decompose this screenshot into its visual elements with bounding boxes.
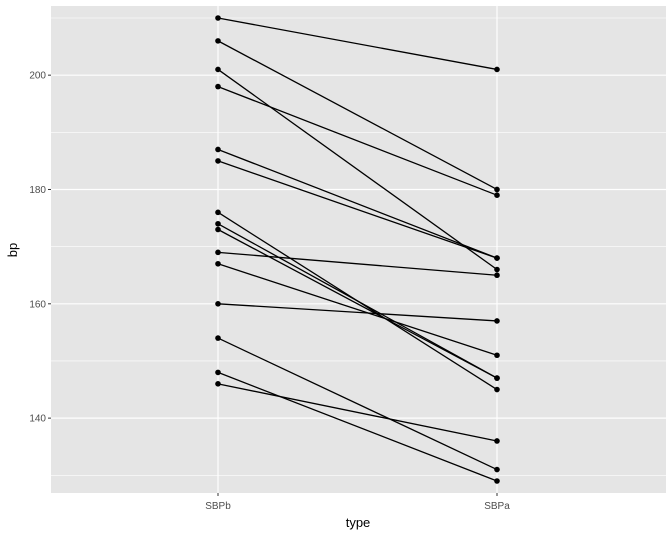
x-axis-title: type <box>346 515 371 530</box>
series-line <box>217 17 498 71</box>
data-point <box>215 158 221 164</box>
series-line <box>217 68 498 271</box>
series-lines <box>217 17 498 482</box>
series-line <box>217 160 498 259</box>
data-point <box>215 249 221 256</box>
data-point <box>215 83 221 90</box>
series-line <box>217 40 498 191</box>
data-point <box>215 369 221 376</box>
data-point <box>215 260 221 267</box>
data-point <box>494 438 500 444</box>
data-point <box>494 478 500 484</box>
y-tick-label: 160 <box>29 299 46 310</box>
series-line <box>217 85 498 196</box>
data-point <box>215 66 221 73</box>
y-axis: 140 160 180 200 <box>29 71 51 425</box>
data-point <box>215 226 221 233</box>
series-line <box>217 263 498 356</box>
data-point <box>494 272 500 279</box>
series-line <box>217 383 498 442</box>
data-point <box>215 38 221 44</box>
data-point <box>494 192 500 198</box>
data-point <box>494 66 500 73</box>
series-points <box>215 15 500 484</box>
x-axis: SBPb SBPa <box>205 493 510 512</box>
data-point <box>494 352 500 359</box>
series-line <box>217 337 498 471</box>
y-tick-label: 200 <box>29 71 46 82</box>
x-tick-label: SBPb <box>205 501 231 512</box>
data-point <box>215 15 221 21</box>
data-point <box>494 255 500 261</box>
data-point <box>215 209 221 216</box>
data-point <box>494 466 500 473</box>
series-line <box>217 148 498 259</box>
minor-gridlines <box>51 17 666 476</box>
plot-panel <box>51 6 666 493</box>
data-point <box>494 386 500 393</box>
series-line <box>217 371 498 482</box>
series-line <box>217 223 498 379</box>
data-point <box>494 186 500 193</box>
series-line <box>217 228 498 379</box>
data-point <box>215 220 221 227</box>
data-point <box>215 146 221 153</box>
y-tick-label: 140 <box>29 414 46 425</box>
data-point <box>215 335 221 341</box>
x-tick-label: SBPa <box>484 501 510 512</box>
data-point <box>494 318 500 324</box>
data-point <box>215 381 221 387</box>
y-axis-title: bp <box>5 243 20 257</box>
data-point <box>215 301 221 307</box>
series-line <box>217 303 498 322</box>
data-point <box>494 266 500 273</box>
y-tick-label: 180 <box>29 185 46 196</box>
series-line <box>217 251 498 276</box>
data-point <box>494 375 500 381</box>
